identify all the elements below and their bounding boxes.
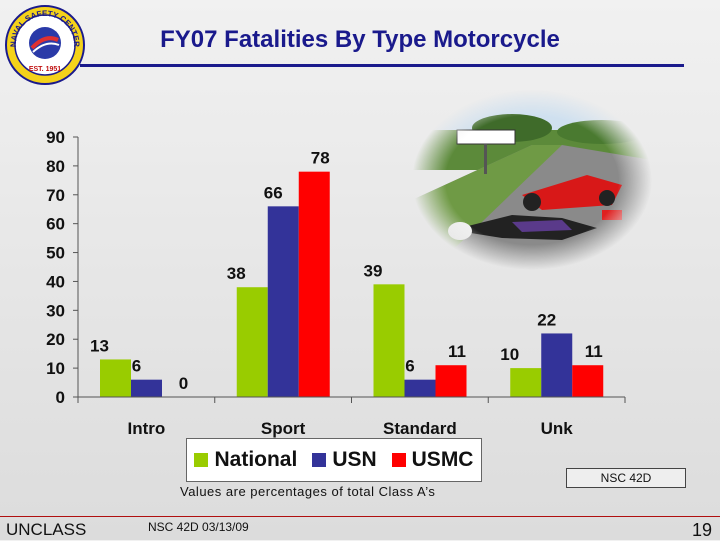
slide-title: FY07 Fatalities By Type Motorcycle xyxy=(160,26,560,53)
legend-label-national: National xyxy=(214,448,298,471)
y-tick-label: 0 xyxy=(56,388,65,407)
y-tick-label: 10 xyxy=(46,359,65,378)
bar-national-standard xyxy=(373,284,405,397)
data-label: 0 xyxy=(179,374,188,393)
data-label: 6 xyxy=(132,357,141,376)
y-tick-label: 20 xyxy=(46,330,65,349)
legend-swatch-national xyxy=(194,453,209,467)
data-label: 11 xyxy=(585,342,603,361)
bar-usn-sport xyxy=(267,206,299,397)
legend-label-usmc: USMC xyxy=(411,448,474,471)
y-tick-label: 60 xyxy=(46,215,65,234)
classification-label: UNCLASS xyxy=(6,520,87,539)
data-label: 6 xyxy=(405,357,414,376)
y-tick-label: 30 xyxy=(46,301,65,320)
bar-usmc-sport xyxy=(298,171,330,397)
bar-usn-standard xyxy=(404,379,436,397)
bar-national-sport xyxy=(236,287,268,397)
legend-item-usmc: USMC xyxy=(391,448,474,472)
bar-usmc-standard xyxy=(435,365,467,397)
footer-note: NSC 42D 03/13/09 xyxy=(148,520,249,534)
bar-usn-intro xyxy=(131,379,162,397)
chart-caption: Values are percentages of total Class A’… xyxy=(180,484,436,499)
nsc-tag-box: NSC 42D xyxy=(566,468,686,488)
data-label: 39 xyxy=(364,261,383,280)
legend-item-national: National xyxy=(194,448,297,472)
x-tick-label: Standard xyxy=(383,419,457,438)
chart-legend: National USN USMC xyxy=(186,438,482,482)
legend-swatch-usn xyxy=(312,453,327,467)
naval-safety-center-seal: NAVAL SAFETY CENTER EST. 1951 xyxy=(5,5,85,85)
x-tick-label: Unk xyxy=(541,419,574,438)
legend-label-usn: USN xyxy=(332,448,377,471)
data-label: 78 xyxy=(311,149,330,168)
data-label: 66 xyxy=(264,183,283,202)
y-tick-label: 40 xyxy=(46,272,65,291)
motorcycle-crash-photo xyxy=(412,90,652,270)
seal-year-text: EST. 1951 xyxy=(29,66,61,73)
y-tick-label: 90 xyxy=(46,128,65,147)
x-tick-label: Sport xyxy=(261,419,306,438)
bar-national-intro xyxy=(100,359,131,397)
bar-usn-unk xyxy=(541,333,573,397)
page-number: 19 xyxy=(691,520,712,540)
bar-usmc-unk xyxy=(572,365,604,397)
data-label: 22 xyxy=(537,310,556,329)
bar-national-unk xyxy=(510,368,542,397)
legend-item-usn: USN xyxy=(312,448,377,472)
footer-divider xyxy=(0,516,720,517)
data-label: 13 xyxy=(90,336,109,355)
data-label: 10 xyxy=(500,345,519,364)
legend-swatch-usmc xyxy=(391,453,406,467)
y-tick-label: 50 xyxy=(46,244,65,263)
y-tick-label: 80 xyxy=(46,157,65,176)
y-tick-label: 70 xyxy=(46,186,65,205)
title-divider xyxy=(80,64,684,67)
data-label: 11 xyxy=(448,342,466,361)
data-label: 38 xyxy=(227,264,246,283)
x-tick-label: Intro xyxy=(127,419,165,438)
